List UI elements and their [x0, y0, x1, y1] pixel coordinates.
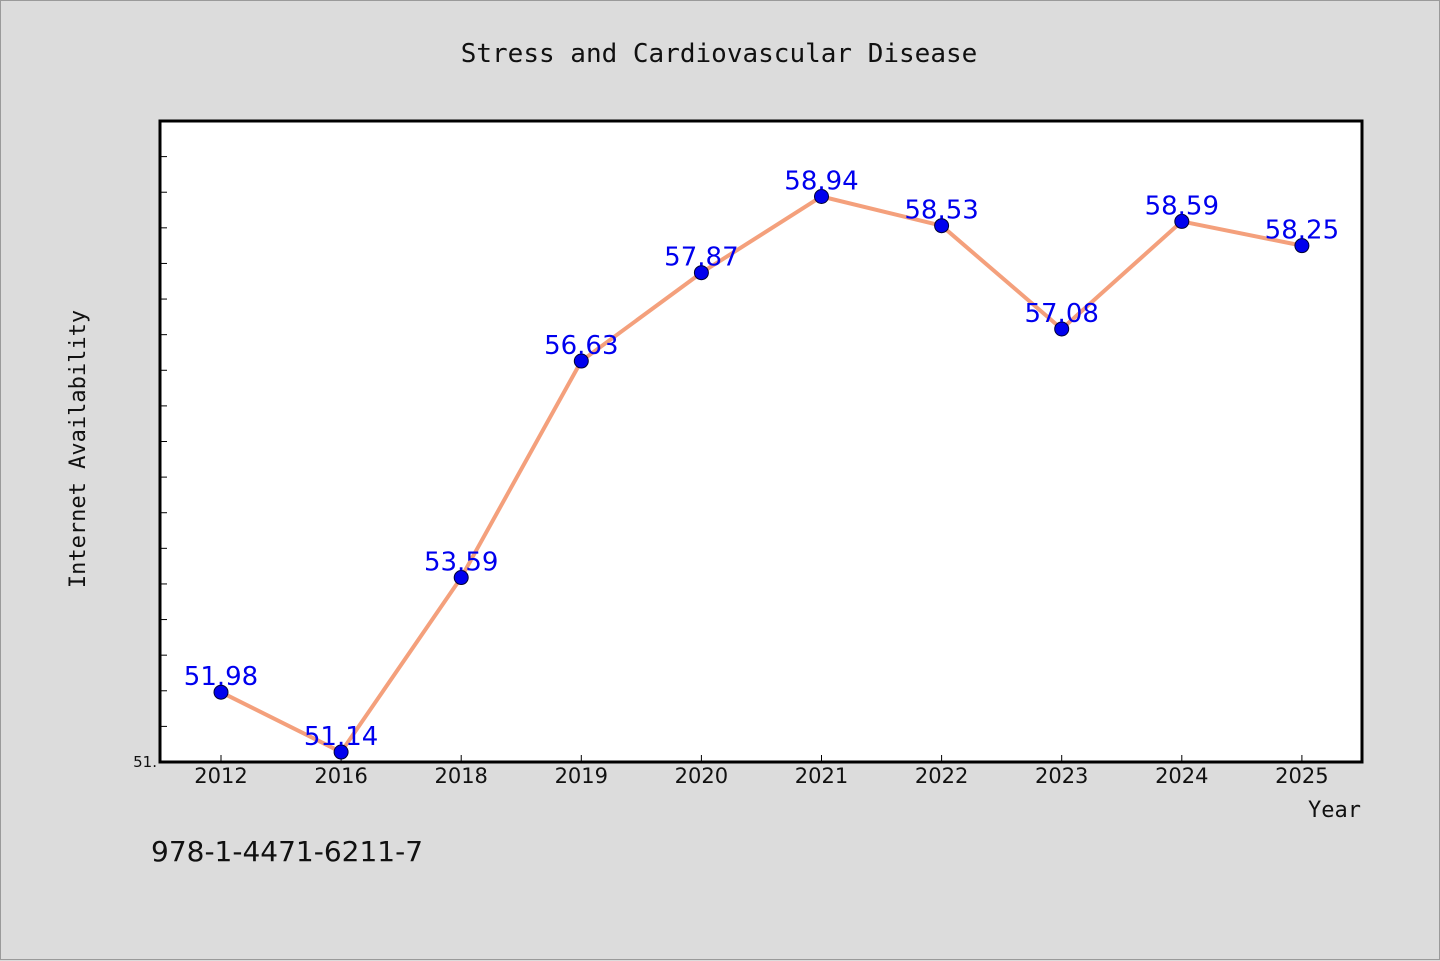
data-point [1174, 213, 1190, 229]
data-point [453, 570, 469, 586]
x-tick-label: 2025 [1275, 764, 1328, 788]
x-tick-label: 2019 [555, 764, 608, 788]
x-tick-label: 2018 [434, 764, 487, 788]
y-axis-ticks: 51. [133, 120, 167, 771]
data-point [213, 684, 229, 700]
data-point [934, 218, 950, 234]
y-axis-title: Internet Availability [66, 310, 91, 588]
data-point [814, 188, 829, 204]
y-tick-label: 51. [133, 753, 157, 771]
x-tick-label: 2020 [675, 764, 728, 788]
data-point [693, 265, 709, 281]
x-tick-label: 2012 [194, 764, 247, 788]
data-label: 56.63 [544, 331, 618, 361]
x-axis-title: Year [1308, 798, 1361, 823]
x-axis-ticks: 2012 2016 2018 2019 2020 2021 2022 2023 2024 2025 [194, 755, 1329, 788]
data-label: 51.98 [184, 662, 258, 692]
data-label: 58.94 [784, 166, 858, 196]
x-tick-label: 2023 [1035, 764, 1088, 788]
x-tick-label: 2022 [915, 764, 968, 788]
data-point [1054, 321, 1070, 337]
x-tick-label: 2024 [1155, 764, 1208, 788]
chart-title: Stress and Cardiovascular Disease [461, 39, 978, 69]
data-label: 57.87 [664, 243, 738, 273]
x-tick-label: 2016 [314, 764, 367, 788]
data-label: 53.59 [424, 548, 498, 578]
x-tick-label: 2021 [795, 764, 848, 788]
data-label: 58.25 [1265, 216, 1339, 246]
data-point [1294, 238, 1310, 254]
data-label: 57.08 [1024, 299, 1098, 329]
isbn-footnote: 978-1-4471-6211-7 [151, 835, 424, 868]
data-point [573, 353, 589, 369]
plot-area [158, 119, 1364, 764]
data-point [333, 744, 349, 760]
series-line [220, 194, 1303, 755]
data-labels: 51.98 51.14 53.59 56.63 57.87 58.94 58.53 57.08… [184, 166, 1339, 752]
series-group [213, 188, 1310, 760]
data-label: 58.59 [1145, 191, 1219, 221]
data-label: 51.14 [304, 722, 378, 752]
data-label: 58.53 [904, 196, 978, 226]
